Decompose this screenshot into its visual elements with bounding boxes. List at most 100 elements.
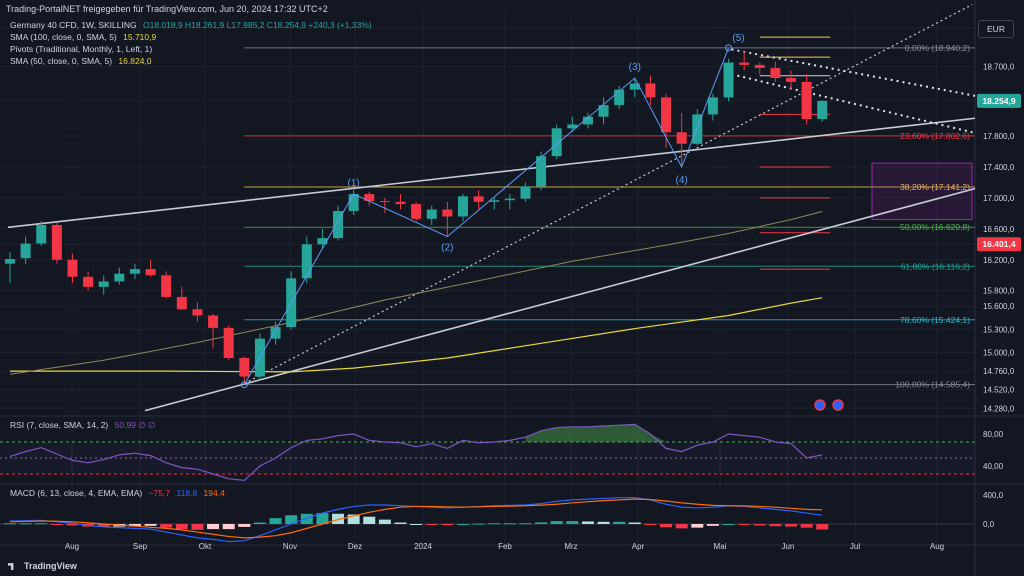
price-axis-label: 18.700,0 — [983, 62, 1015, 71]
macd-label: MACD (6, 13, close, 4, EMA, EMA) — [10, 488, 143, 498]
macd-signal-value: 194,4 — [203, 488, 225, 498]
candle-body — [692, 114, 703, 144]
logo-text: TradingView — [24, 561, 77, 571]
time-axis-label: 2024 — [414, 542, 432, 551]
candle-body — [129, 269, 140, 274]
candle-body — [145, 269, 156, 276]
candle-body — [301, 244, 312, 279]
candle-body — [520, 186, 531, 199]
time-axis-label: Okt — [199, 542, 212, 551]
macd-histogram-bar — [394, 522, 407, 524]
legend-sma100[interactable]: SMA (100, close, 0, SMA, 5) 15.710,9 — [10, 32, 156, 42]
macd-histogram-bar — [800, 524, 813, 528]
macd-histogram-bar — [269, 518, 282, 524]
legend-macd[interactable]: MACD (6, 13, close, 4, EMA, EMA) −75,7 1… — [10, 488, 225, 498]
macd-histogram-bar — [738, 524, 751, 525]
macd-histogram-bar — [597, 521, 610, 524]
fib-level-label: 23,60% (17.802,6) — [900, 131, 970, 141]
candle-body — [51, 224, 62, 260]
candle-body — [67, 259, 78, 277]
fib-level-label: 50,00% (16.620,8) — [900, 222, 970, 232]
time-axis-label: Nov — [283, 542, 297, 551]
symbol-label[interactable]: Germany 40 CFD, 1W, SKILLING — [10, 20, 137, 30]
macd-histogram-bar — [128, 524, 141, 527]
macd-histogram-bar — [378, 519, 391, 524]
macd-histogram-bar — [675, 524, 688, 529]
rsi-line — [9, 423, 823, 482]
macd-histogram-bar — [191, 524, 204, 530]
price-axis-label: 14.520,0 — [983, 386, 1015, 395]
candle-body — [504, 198, 515, 201]
macd-histogram-bar — [503, 523, 516, 525]
legend-pivots[interactable]: Pivots (Traditional, Monthly, 1, Left, 1… — [10, 44, 152, 54]
wave-path — [243, 47, 729, 385]
candle-body — [5, 259, 15, 264]
candle-body — [739, 62, 750, 65]
upper-trendline — [7, 117, 976, 229]
macd-histogram-bar — [816, 524, 829, 530]
candle-body — [489, 200, 500, 202]
price-axis-label: 17.800,0 — [983, 132, 1015, 141]
currency-button[interactable]: EUR — [978, 20, 1014, 38]
fibonacci-retracement: 0,00% (18.940,2) 23,60% (17.802,6) 38,20% … — [244, 36, 975, 390]
elliott-waves: (1) (2) (3) (4) (5) — [240, 33, 844, 411]
candle-body — [176, 296, 187, 310]
macd-histogram-bar — [160, 524, 173, 528]
legend-rsi[interactable]: RSI (7, close, SMA, 14, 2) 50,99 ∅ ∅ — [10, 420, 155, 431]
time-axis-label: Mrz — [564, 542, 577, 551]
price-axis-label: 15.300,0 — [983, 325, 1015, 334]
macd-pane: 400,0 0,0 — [0, 491, 1004, 543]
macd-line-value: 118,8 — [176, 488, 198, 498]
price-axis-label: 17.400,0 — [983, 163, 1015, 172]
price-tag: 16.401,4 — [982, 239, 1015, 249]
projection-zone — [871, 162, 973, 221]
candle-body — [551, 128, 562, 157]
macd-histogram-bar — [425, 524, 438, 525]
price-axis-label: 17.000,0 — [983, 194, 1015, 203]
price-axis-label: 14.760,0 — [983, 367, 1015, 376]
macd-histogram-bar — [207, 524, 220, 530]
price-axis-label: 15.600,0 — [983, 302, 1015, 311]
macd-histogram-bar — [222, 524, 235, 530]
macd-histogram-bar — [691, 524, 704, 528]
time-axis-label: Mai — [714, 542, 727, 551]
candle-body — [457, 196, 468, 217]
time-axis: Aug Sep Okt Nov Dez 2024 Feb Mrz Apr Mai Jun Jul Aug — [65, 542, 944, 551]
tradingview-logo[interactable]: TradingView — [8, 561, 77, 571]
candle-body — [817, 100, 828, 120]
dotted-resistance-lower — [731, 73, 976, 134]
macd-histogram-bar — [35, 523, 48, 525]
time-axis-label: Feb — [498, 542, 512, 551]
rsi-pane: 80,00 40,00 — [0, 423, 1004, 482]
macd-hist-value: −75,7 — [148, 488, 171, 498]
macd-histogram-bar — [519, 523, 532, 525]
event-marker — [832, 399, 844, 411]
macd-histogram-bar — [535, 522, 548, 524]
macd-histogram-bar — [97, 524, 110, 527]
macd-histogram-bar — [613, 521, 626, 524]
wave-label: (3) — [629, 62, 641, 73]
legend-sma50[interactable]: SMA (50, close, 0, SMA, 5) 16.824,0 — [10, 56, 152, 66]
candle-body — [270, 327, 281, 339]
sma100-label: SMA (100, close, 0, SMA, 5) — [10, 32, 117, 42]
fib-level-label: 78,60% (15.424,1) — [900, 315, 970, 325]
fib-level-label: 61,80% (16.116,2) — [901, 261, 970, 271]
candle-body — [770, 68, 781, 79]
candle-body — [411, 204, 422, 219]
rsi-axis-label: 40,00 — [983, 462, 1004, 471]
candle-body — [364, 194, 375, 202]
wave-label: (4) — [676, 175, 688, 186]
candle-body — [348, 194, 359, 212]
sma50-label: SMA (50, close, 0, SMA, 5) — [10, 56, 113, 66]
candle-body — [786, 78, 796, 82]
candle-body — [98, 281, 109, 287]
candle-body — [645, 83, 656, 98]
macd-histogram-bar — [285, 515, 298, 524]
macd-signal-line — [9, 498, 823, 539]
price-axis-label: 16.200,0 — [983, 256, 1015, 265]
price-axis-label: 16.600,0 — [983, 225, 1015, 234]
candle-body — [395, 201, 406, 205]
macd-histogram-bar — [253, 522, 266, 524]
